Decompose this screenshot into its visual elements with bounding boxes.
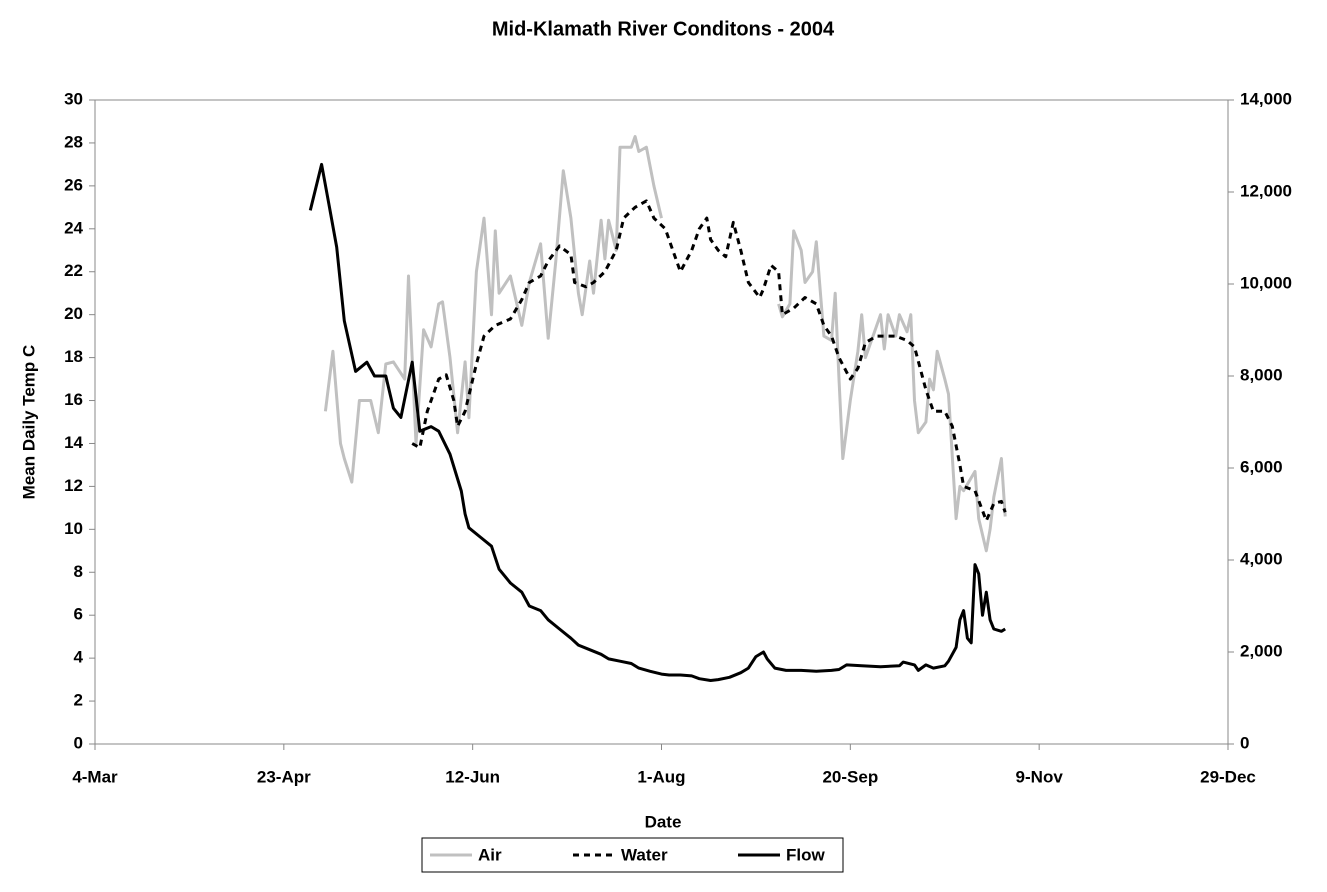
x-axis-label: Date <box>645 812 682 831</box>
y2-tick-label: 12,000 <box>1240 181 1292 200</box>
y-tick-label: 0 <box>74 733 83 752</box>
legend-label: Water <box>621 845 668 864</box>
y-tick-label: 20 <box>64 304 83 323</box>
y-tick-label: 4 <box>74 648 84 667</box>
y-tick-label: 28 <box>64 132 83 151</box>
y-tick-label: 8 <box>74 562 83 581</box>
x-tick-label: 9-Nov <box>1016 767 1064 786</box>
y-tick-label: 30 <box>64 89 83 108</box>
y-axis-label: Mean Daily Temp C <box>19 345 38 500</box>
y2-tick-label: 2,000 <box>1240 641 1283 660</box>
y2-tick-label: 14,000 <box>1240 89 1292 108</box>
y2-tick-label: 8,000 <box>1240 365 1283 384</box>
y-tick-label: 2 <box>74 691 83 710</box>
legend-label: Air <box>478 845 502 864</box>
y-tick-label: 12 <box>64 476 83 495</box>
y-tick-label: 18 <box>64 347 83 366</box>
y2-tick-label: 10,000 <box>1240 273 1292 292</box>
y-tick-label: 16 <box>64 390 83 409</box>
y-tick-label: 26 <box>64 175 83 194</box>
chart-title: Mid-Klamath River Conditons - 2004 <box>492 18 835 40</box>
y-tick-label: 22 <box>64 261 83 280</box>
x-tick-label: 12-Jun <box>445 767 500 786</box>
y2-tick-label: 4,000 <box>1240 549 1283 568</box>
y2-tick-label: 6,000 <box>1240 457 1283 476</box>
series-line <box>308 162 1006 682</box>
y-tick-label: 6 <box>74 605 83 624</box>
x-tick-label: 29-Dec <box>1200 767 1256 786</box>
legend-label: Flow <box>786 845 825 864</box>
series-line <box>411 199 1007 523</box>
y2-tick-label: 0 <box>1240 733 1249 752</box>
x-tick-label: 23-Apr <box>257 767 311 786</box>
y-tick-label: 10 <box>64 519 83 538</box>
y-tick-label: 14 <box>64 433 83 452</box>
series-line <box>323 135 1007 553</box>
y-tick-label: 24 <box>64 218 83 237</box>
x-tick-label: 4-Mar <box>72 767 118 786</box>
x-tick-label: 20-Sep <box>822 767 878 786</box>
x-tick-label: 1-Aug <box>637 767 685 786</box>
